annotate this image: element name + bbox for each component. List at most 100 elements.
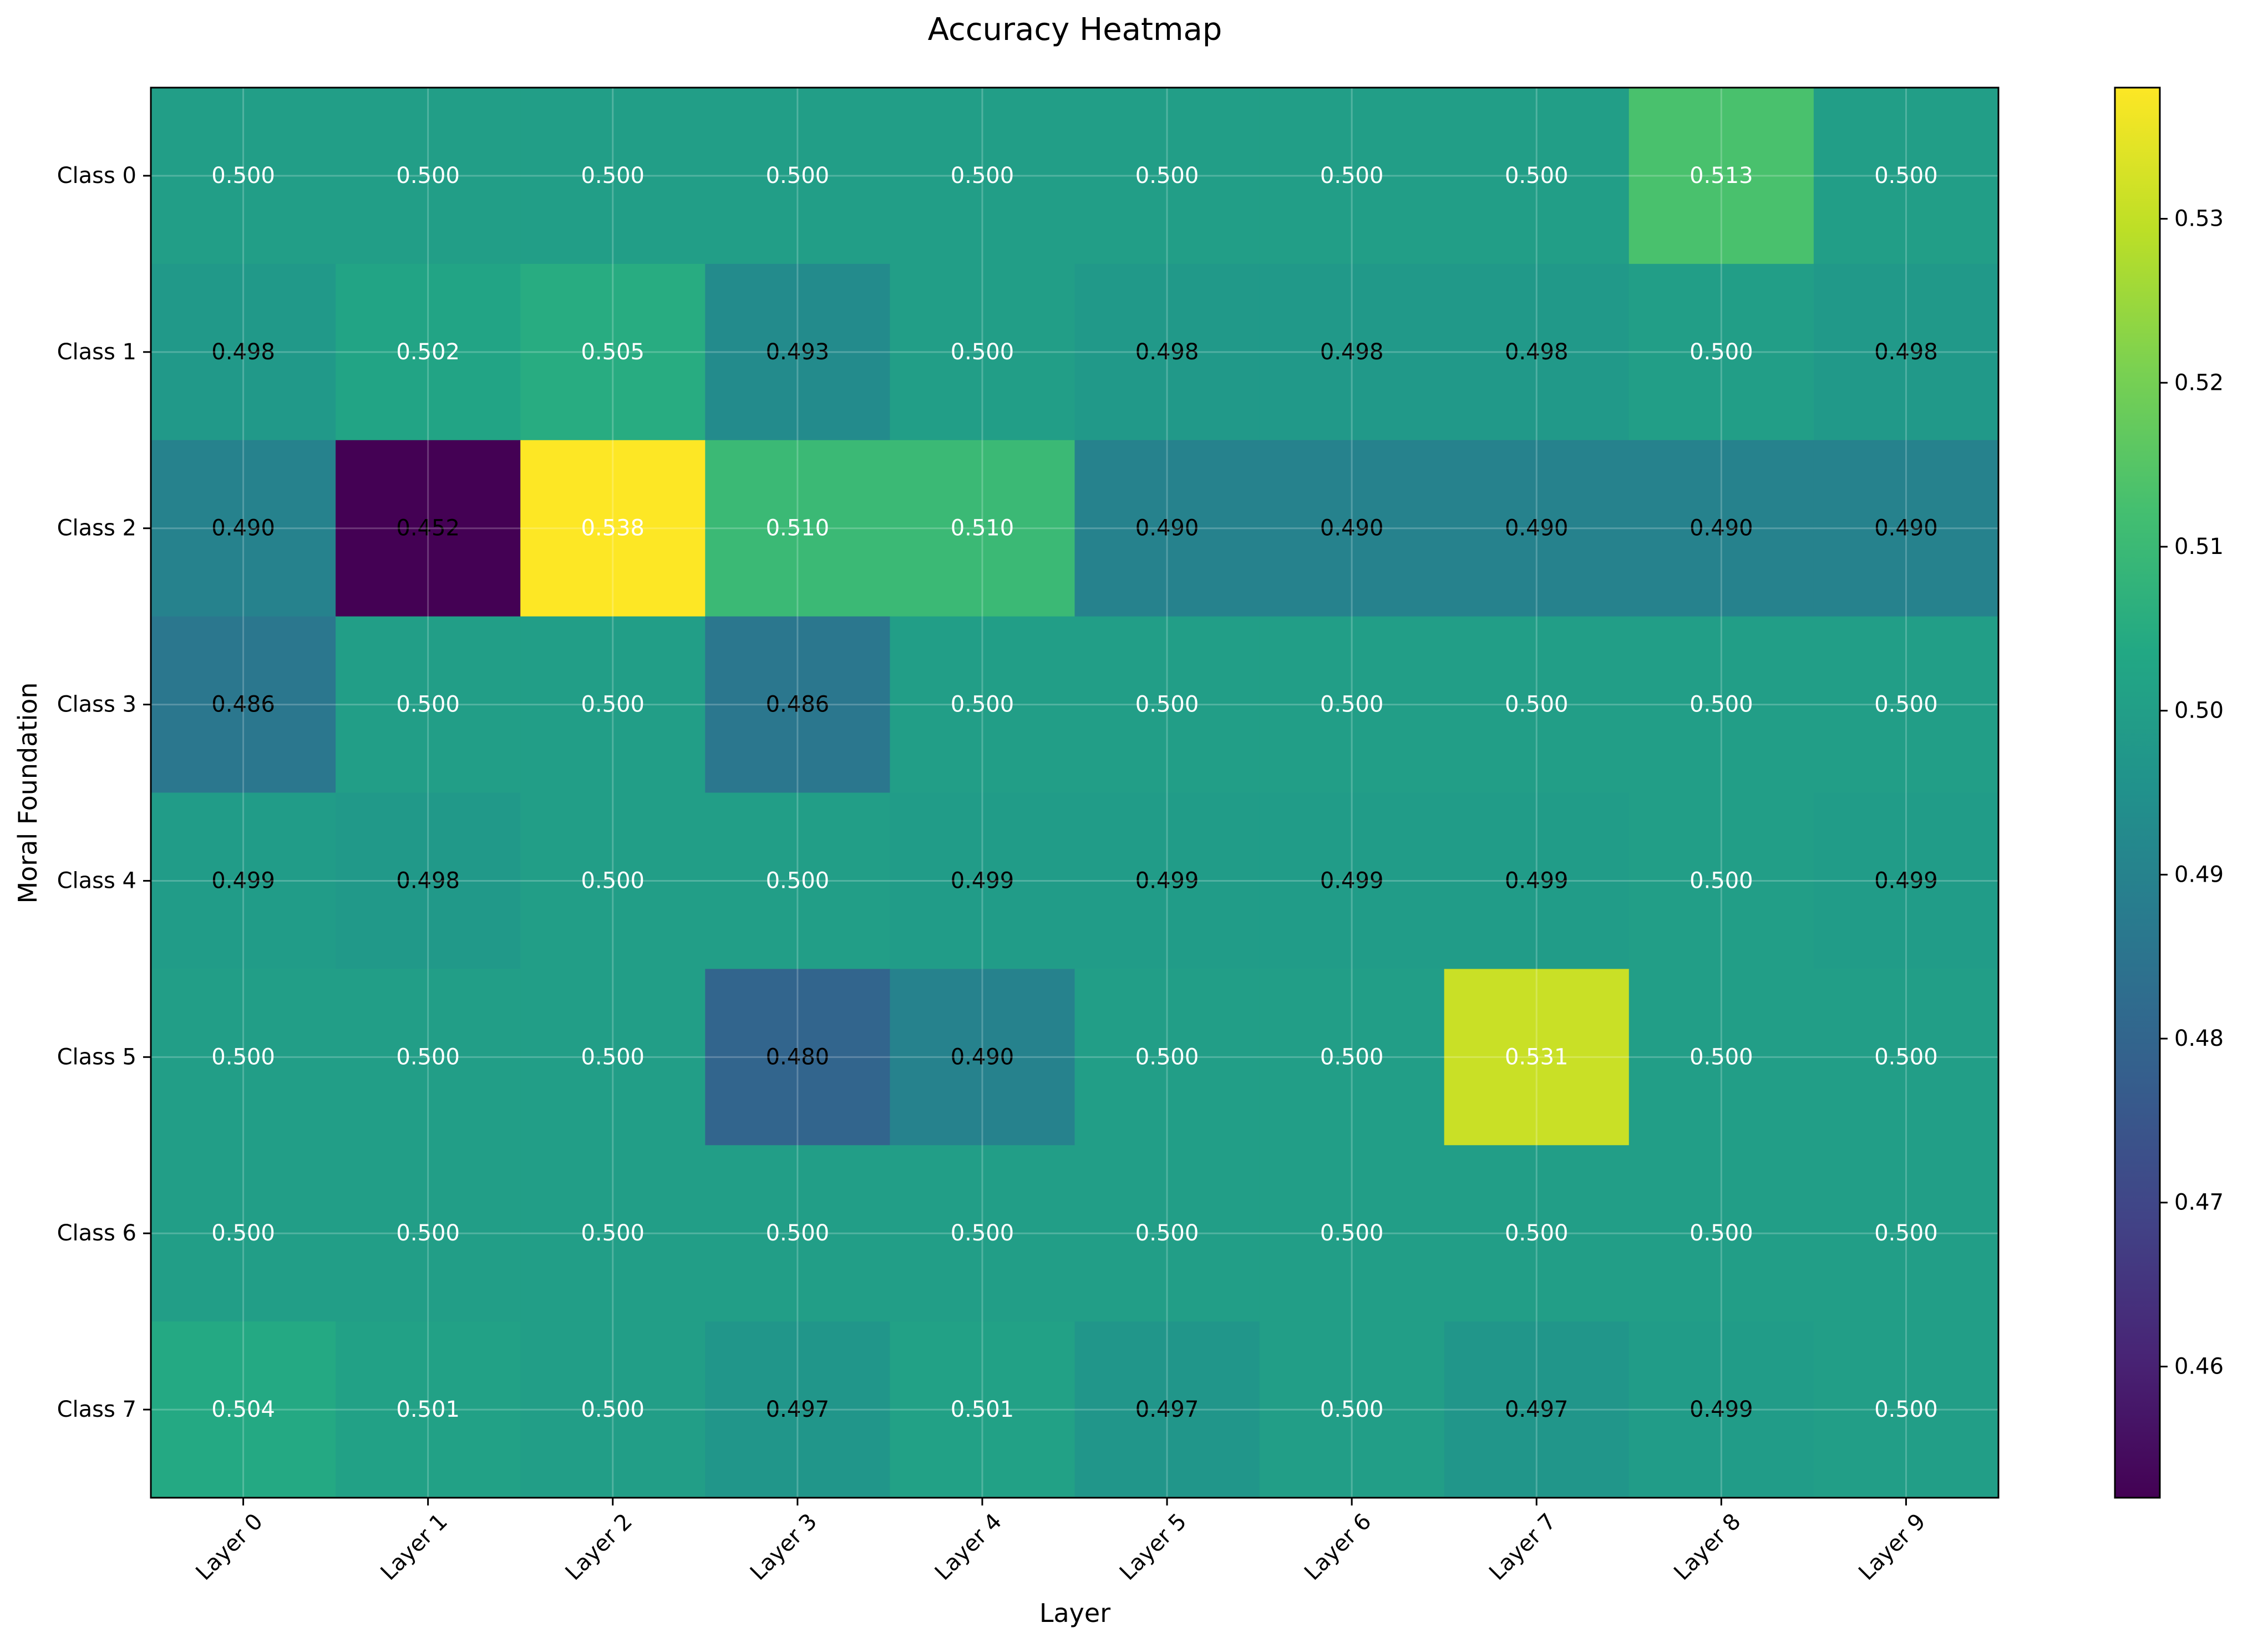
x-tick-label: Layer 0 <box>191 1509 267 1585</box>
cell-value-label: 0.500 <box>951 692 1014 718</box>
cell-value-label: 0.490 <box>1135 516 1199 541</box>
cell-value-label: 0.500 <box>1689 868 1753 893</box>
heatmap-cell <box>336 792 521 969</box>
heatmap-cell <box>1813 616 1999 793</box>
heatmap-cell <box>151 792 336 969</box>
colorbar-tick-label: 0.53 <box>2174 206 2224 232</box>
cell-value-label: 0.500 <box>581 868 645 893</box>
heatmap-cell <box>1074 263 1260 441</box>
cell-value-label: 0.500 <box>211 1044 275 1070</box>
heatmap-cell <box>1259 263 1445 441</box>
heatmap-cell <box>705 1145 890 1322</box>
cell-value-label: 0.510 <box>951 516 1014 541</box>
heatmap-cell <box>1259 616 1445 793</box>
cell-value-label: 0.500 <box>1320 1044 1384 1070</box>
colorbar-gradient <box>2114 87 2161 1499</box>
y-tick-label: Class 5 <box>57 1044 136 1070</box>
heatmap-cell <box>151 440 336 617</box>
cell-value-label: 0.500 <box>581 163 645 189</box>
heatmap-cell <box>890 969 1075 1146</box>
heatmap-cell <box>1074 616 1260 793</box>
cell-value-label: 0.497 <box>1135 1397 1199 1422</box>
x-tick-label: Layer 6 <box>1300 1509 1376 1585</box>
x-tick-label: Layer 8 <box>1669 1509 1746 1585</box>
heatmap-cell <box>151 616 336 793</box>
cell-value-label: 0.500 <box>1505 692 1569 718</box>
heatmap-cell <box>151 969 336 1146</box>
heatmap-cell <box>336 616 521 793</box>
cell-value-label: 0.486 <box>211 692 275 718</box>
cell-value-label: 0.499 <box>1135 868 1199 893</box>
colorbar-tick-label: 0.50 <box>2174 698 2224 724</box>
cell-value-label: 0.499 <box>1505 868 1569 893</box>
x-axis-label: Layer <box>1039 1598 1110 1628</box>
cell-value-label: 0.486 <box>766 692 830 718</box>
x-tick-label: Layer 9 <box>1854 1509 1930 1585</box>
heatmap-cell <box>1444 88 1630 264</box>
cell-value-label: 0.510 <box>766 516 830 541</box>
y-tick-label: Class 1 <box>57 339 136 365</box>
heatmap-cell <box>151 88 336 264</box>
cell-value-label: 0.500 <box>1135 1220 1199 1246</box>
cell-value-label: 0.497 <box>1505 1397 1569 1422</box>
cell-value-label: 0.500 <box>1689 692 1753 718</box>
cell-value-label: 0.490 <box>951 1044 1014 1070</box>
cell-value-label: 0.499 <box>1689 1397 1753 1422</box>
colorbar-tick-label: 0.51 <box>2174 534 2224 559</box>
heatmap-cell <box>1074 969 1260 1146</box>
colorbar-tick-label: 0.48 <box>2174 1026 2224 1051</box>
cell-value-label: 0.538 <box>581 516 645 541</box>
cell-value-label: 0.498 <box>1135 339 1199 365</box>
cell-value-label: 0.500 <box>1320 1397 1384 1422</box>
heatmap-cell <box>705 1321 890 1498</box>
cell-value-label: 0.498 <box>1320 339 1384 365</box>
heatmap-cell <box>1074 792 1260 969</box>
heatmap-cell <box>1813 263 1999 441</box>
heatmap-cell <box>705 616 890 793</box>
heatmap-cell <box>336 1321 521 1498</box>
heatmap-cell <box>705 969 890 1146</box>
heatmap-cell <box>705 88 890 264</box>
cell-value-label: 0.504 <box>211 1397 275 1422</box>
cell-value-label: 0.500 <box>1874 1397 1938 1422</box>
heatmap-cell <box>151 1321 336 1498</box>
colorbar-tick-label: 0.47 <box>2174 1190 2224 1215</box>
cell-value-label: 0.500 <box>951 163 1014 189</box>
chart-title: Accuracy Heatmap <box>928 12 1222 48</box>
heatmap-cell <box>520 263 706 441</box>
heatmap-cell <box>1444 792 1630 969</box>
heatmap-cell <box>520 1145 706 1322</box>
heatmap-cell <box>1813 88 1999 264</box>
x-tick-label: Layer 1 <box>376 1509 453 1585</box>
cell-value-label: 0.490 <box>1874 516 1938 541</box>
cell-value-label: 0.502 <box>396 339 460 365</box>
cell-value-label: 0.480 <box>766 1044 830 1070</box>
cell-value-label: 0.500 <box>1874 163 1938 189</box>
heatmap-cell <box>336 969 521 1146</box>
cell-value-label: 0.500 <box>1135 1044 1199 1070</box>
heatmap-cell <box>520 88 706 264</box>
heatmap-cell <box>1259 1145 1445 1322</box>
heatmap-cell <box>1074 1145 1260 1322</box>
cell-value-label: 0.500 <box>396 163 460 189</box>
heatmap-cell <box>1259 792 1445 969</box>
cell-value-label: 0.500 <box>211 1220 275 1246</box>
cell-value-label: 0.513 <box>1689 163 1753 189</box>
heatmap-cell <box>151 263 336 441</box>
heatmap-cell <box>1444 616 1630 793</box>
heatmap-cell <box>520 792 706 969</box>
cell-value-label: 0.500 <box>1874 1044 1938 1070</box>
y-tick-label: Class 6 <box>57 1220 136 1246</box>
heatmap-cell <box>520 616 706 793</box>
heatmap-cell <box>705 792 890 969</box>
cell-value-label: 0.490 <box>1505 516 1569 541</box>
cell-value-label: 0.500 <box>1320 692 1384 718</box>
heatmap-cell <box>705 440 890 617</box>
cell-value-label: 0.499 <box>211 868 275 893</box>
colorbar: 0.46 0.47 0.48 0.49 0.50 0.51 0.52 0.53 <box>2114 87 2224 1499</box>
cell-value-label: 0.493 <box>766 339 830 365</box>
y-tick-label: Class 0 <box>57 163 136 189</box>
cell-value-label: 0.498 <box>396 868 460 893</box>
cell-value-label: 0.501 <box>396 1397 460 1422</box>
